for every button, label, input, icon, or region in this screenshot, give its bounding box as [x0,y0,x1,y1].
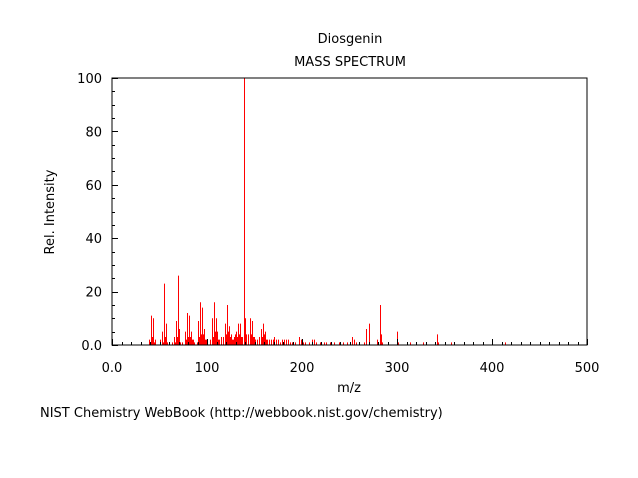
y-axis-label: Rel. Intensity [43,169,58,254]
x-tick-label: 200 [290,361,315,376]
x-tick-label: 500 [575,361,600,376]
y-tick-label: 60 [85,179,102,194]
chart-title: Diosgenin [317,32,383,47]
x-axis-label: m/z [337,381,361,396]
x-ticks: 0.0 100 200 300 400 500 [102,339,600,376]
y-tick-label: 20 [85,286,102,301]
plot-frame [111,77,588,346]
source-note: NIST Chemistry WebBook (http://webbook.n… [40,406,443,421]
y-tick-label: 80 [85,125,102,140]
x-tick-label: 100 [195,361,220,376]
peaks-group [149,78,506,345]
y-ticks: 0.0 20 40 60 80 100 [77,72,118,354]
y-tick-label: 40 [85,232,102,247]
x-tick-label: 0.0 [102,361,123,376]
x-tick-label: 400 [480,361,505,376]
chart-subtitle: MASS SPECTRUM [294,55,406,70]
x-tick-label: 300 [385,361,410,376]
y-tick-label: 100 [77,72,102,87]
y-tick-label: 0.0 [81,339,102,354]
